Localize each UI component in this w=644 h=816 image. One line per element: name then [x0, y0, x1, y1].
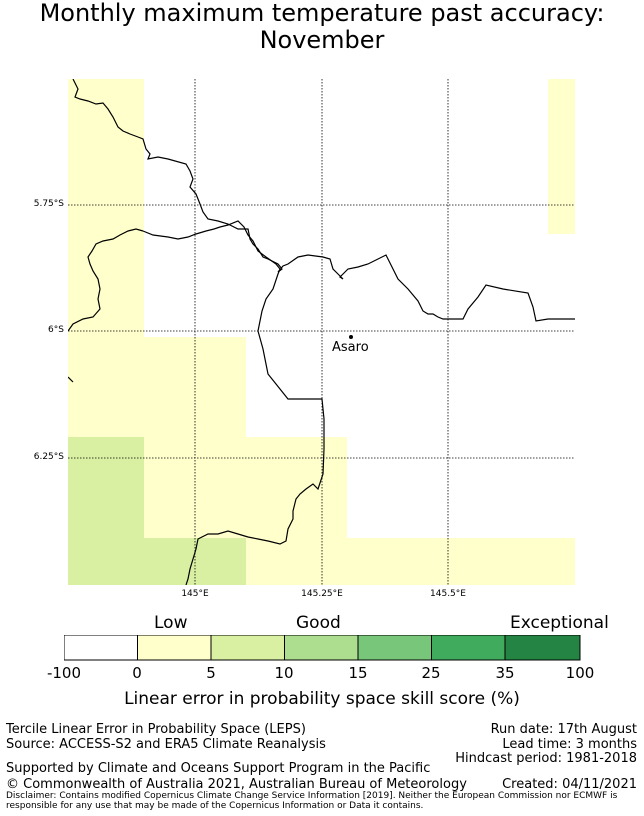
hindcast-text: Hindcast period: 1981-2018 — [455, 751, 637, 766]
colorbar-segment — [284, 635, 359, 661]
colorbar-segment — [357, 635, 432, 661]
asaro-marker — [349, 335, 353, 339]
place-label-asaro: Asaro — [332, 340, 369, 355]
cell-low — [246, 538, 575, 585]
colorbar — [64, 635, 581, 661]
boundary-lines — [68, 79, 575, 585]
cell-low — [68, 79, 144, 337]
lead-time-text: Lead time: 3 months — [502, 737, 637, 752]
cell-low — [144, 437, 347, 538]
colorbar-tick: 10 — [274, 664, 294, 682]
lon-label-145e: 145°E — [181, 589, 209, 599]
source-text: Source: ACCESS-S2 and ERA5 Climate Reana… — [6, 737, 326, 752]
colorbar-segment — [64, 635, 138, 661]
cell-low — [68, 337, 246, 437]
lat-label-5-75s: 5.75°S — [33, 199, 64, 209]
method-text: Tercile Linear Error in Probability Spac… — [6, 722, 306, 737]
colorbar-tick: 5 — [206, 664, 216, 682]
cell-low — [548, 79, 575, 234]
colorbar-segment — [504, 635, 581, 661]
colorbar-label: Linear error in probability space skill … — [124, 689, 520, 709]
category-exceptional-label: Exceptional — [510, 613, 609, 633]
lat-label-6-25s: 6.25°S — [33, 452, 64, 462]
colorbar-tick: 0 — [132, 664, 142, 682]
lon-label-145-5e: 145.5°E — [430, 589, 466, 599]
lat-label-6s: 6°S — [48, 325, 64, 335]
colorbar-segment — [431, 635, 506, 661]
skill-cells — [68, 79, 575, 585]
chart-title-line2: November — [259, 26, 385, 54]
disclaimer-text: Disclaimer: Contains modified Copernicus… — [6, 791, 618, 811]
colorbar-tick: -100 — [46, 664, 82, 682]
map-panel — [68, 79, 575, 585]
copyright-text: © Commonwealth of Australia 2021, Austra… — [6, 777, 467, 792]
support-text: Supported by Climate and Oceans Support … — [6, 761, 431, 776]
cell-good — [68, 437, 144, 585]
category-low-label: Low — [154, 613, 188, 633]
category-good-label: Good — [296, 613, 341, 633]
run-date-text: Run date: 17th August — [490, 722, 637, 737]
colorbar-segment — [137, 635, 212, 661]
chart-title-line1: Monthly maximum temperature past accurac… — [39, 0, 605, 27]
colorbar-segment — [210, 635, 285, 661]
created-text: Created: 04/11/2021 — [502, 777, 637, 792]
gridlines — [68, 79, 575, 585]
colorbar-tick: 15 — [348, 664, 368, 682]
colorbar-tick: 100 — [565, 664, 595, 682]
lon-label-145-25e: 145.25°E — [301, 589, 343, 599]
colorbar-tick: 35 — [495, 664, 515, 682]
colorbar-tick: 25 — [421, 664, 441, 682]
